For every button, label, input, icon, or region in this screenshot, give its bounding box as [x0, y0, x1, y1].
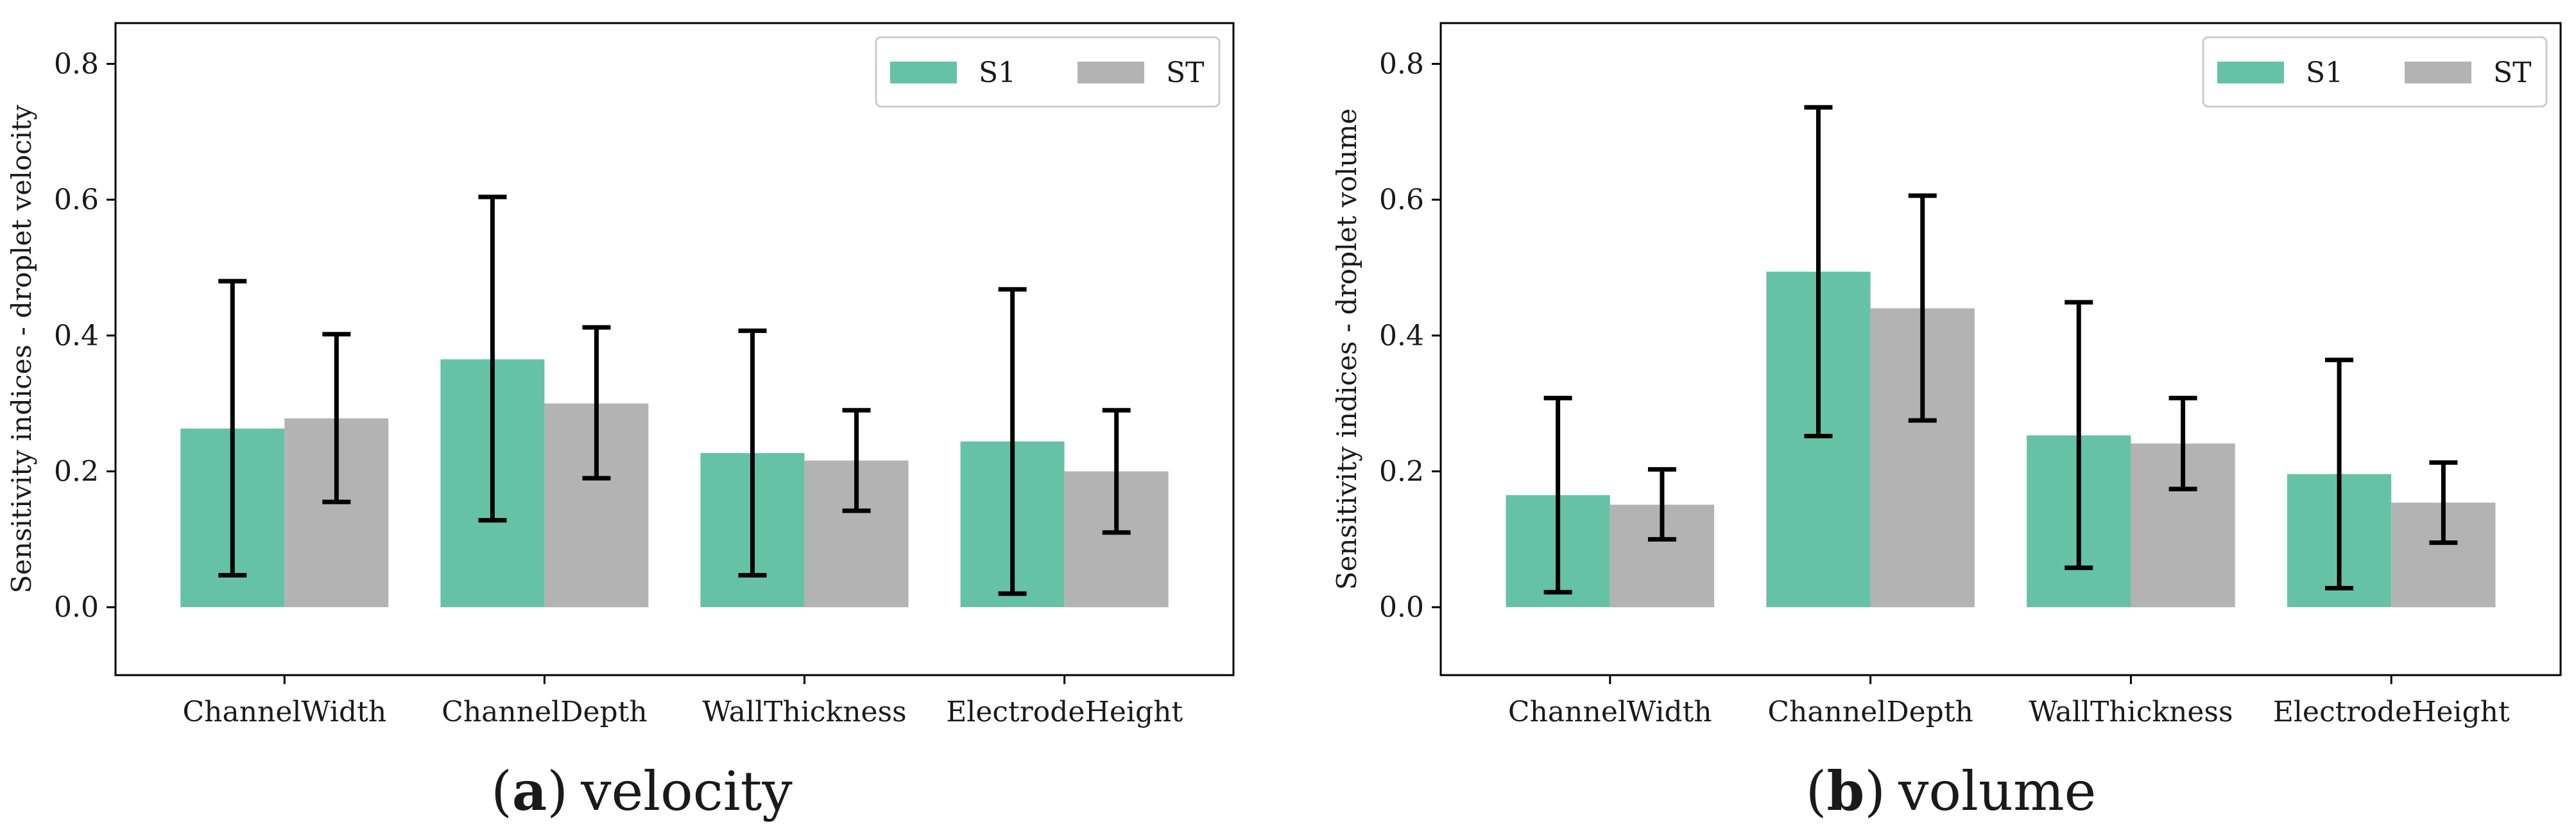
error-bar-st-electrodeheight [2429, 460, 2458, 545]
x-tick-label-channelwidth: ChannelWidth [182, 696, 386, 728]
caption-a: (a) velocity [491, 759, 793, 823]
error-bar-s1-wallthickness [2065, 300, 2093, 571]
y-tick-label: 0.0 [1379, 591, 1424, 624]
y-tick-label: 0.8 [54, 48, 99, 81]
caption-b-open: ( [1806, 760, 1827, 823]
error-bar-s1-electrodeheight [2325, 357, 2354, 591]
error-bar-st-wallthickness [2168, 395, 2197, 492]
error-bar-st-channelwidth [1647, 467, 1676, 542]
legend-swatch-s1 [890, 62, 957, 83]
y-tick-label: 0.6 [54, 184, 99, 216]
error-bar-s1-wallthickness [738, 328, 767, 578]
x-tick-label-electrodeheight: ElectrodeHeight [946, 696, 1183, 728]
x-tick-label-channelwidth: ChannelWidth [1508, 696, 1712, 728]
x-tick-label-wallthickness: WallThickness [2029, 696, 2233, 728]
legend: S1 ST [2202, 36, 2548, 108]
error-bar-s1-electrodeheight [998, 287, 1027, 596]
x-tick-label-electrodeheight: ElectrodeHeight [2273, 696, 2510, 728]
legend-label-st: ST [1166, 56, 1205, 89]
y-axis-label: Sensitivity indices - droplet volume [1331, 108, 1362, 590]
caption-b-text: volume [1898, 760, 2096, 823]
caption-a-text: velocity [580, 760, 793, 823]
volume-chart-panel: 0.0 0.2 0.4 0.6 0.8 ChannelWidth ChannelDepth W… [1331, 22, 2562, 728]
plot-area-frame [114, 22, 1235, 676]
x-tick-label-channeldepth: ChannelDepth [1767, 696, 1973, 728]
caption-a-close: ) [547, 760, 568, 823]
error-bar-st-channelwidth [322, 332, 351, 504]
error-bar-s1-channeldepth [1804, 105, 1833, 438]
error-bar-st-wallthickness [842, 408, 871, 513]
legend-label-st: ST [2493, 56, 2532, 89]
legend-swatch-st [1078, 62, 1144, 83]
x-tick-label-channeldepth: ChannelDepth [442, 696, 648, 728]
velocity-chart-panel: 0.0 0.2 0.4 0.6 0.8 ChannelWidth ChannelDepth W… [6, 22, 1235, 728]
x-tick-label-wallthickness: WallThickness [702, 696, 906, 728]
y-tick-label: 0.6 [1379, 184, 1424, 216]
legend-frame [875, 36, 1221, 108]
y-tick-label: 0.2 [1379, 456, 1424, 488]
error-bar-s1-channelwidth [1543, 395, 1572, 595]
caption-a-open: ( [491, 760, 512, 823]
legend-swatch-s1 [2217, 62, 2284, 83]
legend-swatch-st [2405, 62, 2471, 83]
error-bar-s1-channelwidth [218, 279, 247, 578]
y-axis-label: Sensitivity indices - droplet velocity [6, 105, 37, 594]
y-tick-label: 0.4 [54, 320, 99, 352]
error-bar-s1-channeldepth [478, 194, 507, 523]
error-bar-st-electrodeheight [1102, 408, 1131, 535]
legend-frame [2202, 36, 2548, 108]
error-bar-st-channeldepth [582, 325, 611, 481]
caption-b-close: ) [1864, 760, 1885, 823]
y-tick-label: 0.2 [54, 456, 99, 488]
caption-b: (b) volume [1806, 759, 2097, 823]
legend-label-s1: S1 [2306, 56, 2343, 89]
caption-a-letter: a [512, 759, 547, 823]
caption-b-letter: b [1826, 759, 1864, 823]
legend-label-s1: S1 [979, 56, 1016, 89]
y-tick-label: 0.8 [1379, 48, 1424, 81]
y-tick-label: 0.4 [1379, 320, 1424, 352]
error-bar-st-channeldepth [1908, 193, 1937, 423]
plot-area-frame [1439, 22, 2562, 676]
legend: S1 ST [875, 36, 1221, 108]
y-tick-label: 0.0 [54, 591, 99, 624]
